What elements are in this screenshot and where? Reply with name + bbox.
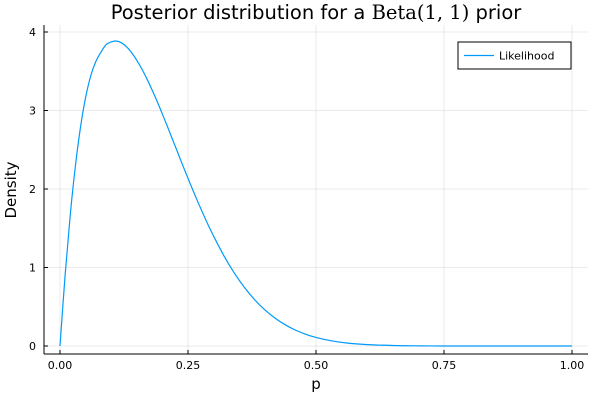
x-tick-label-0: 0.00 xyxy=(48,359,73,372)
y-tick-label-3: 3 xyxy=(29,105,36,118)
grid-lines xyxy=(44,25,588,354)
chart-title: Posterior distribution for a Beta(1, 1) … xyxy=(111,1,523,24)
legend-label-likelihood: Likelihood xyxy=(499,50,554,63)
series-line-likelihood xyxy=(59,40,572,347)
axis-ticks: 0.00 0.25 0.50 0.75 1.00 0 1 2 3 4 xyxy=(29,26,584,372)
x-tick-label-1: 0.25 xyxy=(176,359,201,372)
y-tick-label-2: 2 xyxy=(29,183,36,196)
x-axis-label: p xyxy=(311,375,321,393)
x-tick-label-3: 0.75 xyxy=(432,359,457,372)
x-tick-label-2: 0.50 xyxy=(304,359,329,372)
legend: Likelihood xyxy=(457,41,572,70)
y-tick-label-0: 0 xyxy=(29,340,36,353)
chart-title-math: Beta(1, 1) xyxy=(372,1,470,24)
series-layer xyxy=(59,40,572,347)
chart-title-prefix: Posterior distribution for a xyxy=(111,1,372,24)
chart-title-suffix: prior xyxy=(469,1,522,24)
y-axis-label: Density xyxy=(2,161,20,218)
y-tick-label-4: 4 xyxy=(29,26,36,39)
y-tick-label-1: 1 xyxy=(29,262,36,275)
x-tick-label-4: 1.00 xyxy=(560,359,585,372)
